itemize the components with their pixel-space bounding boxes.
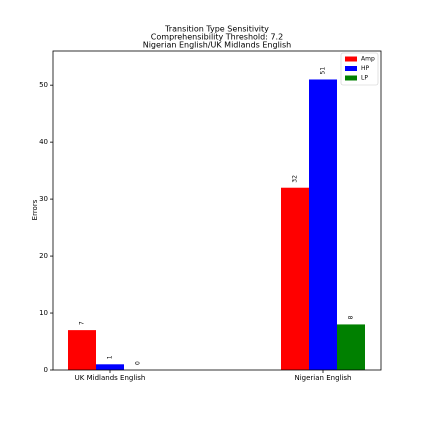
- legend-swatch: [345, 56, 357, 62]
- legend-label: Amp: [361, 56, 375, 63]
- y-axis-label: Errors: [31, 199, 39, 220]
- bar: [96, 364, 124, 370]
- value-label: 7: [79, 321, 86, 325]
- y-tick-label: 0: [44, 366, 48, 374]
- bar: [309, 79, 337, 370]
- bar: [281, 187, 309, 370]
- y-tick-label: 40: [39, 138, 48, 146]
- value-label: 8: [348, 315, 355, 319]
- value-label: 0: [135, 361, 142, 365]
- value-label: 51: [320, 67, 327, 75]
- chart-title: Transition Type Sensitivity: [164, 25, 269, 34]
- legend-label: HP: [361, 65, 370, 72]
- value-label: 32: [292, 175, 299, 183]
- legend-label: LP: [361, 75, 368, 82]
- y-tick-label: 50: [39, 81, 48, 89]
- x-tick-label: Nigerian English: [295, 374, 352, 382]
- chart-subtitle: Nigerian English/UK Midlands English: [143, 41, 292, 50]
- y-tick-label: 10: [39, 309, 48, 317]
- y-tick-label: 20: [39, 252, 48, 260]
- legend-swatch: [345, 75, 357, 81]
- bar: [68, 330, 96, 370]
- bar: [337, 324, 365, 370]
- plot-frame: [52, 50, 382, 371]
- y-tick-label: 30: [39, 195, 48, 203]
- legend-swatch: [345, 66, 357, 71]
- chart-subtitle: Comprehensibility Threshold: 7.2: [151, 33, 283, 42]
- x-tick-label: UK Midlands English: [75, 374, 146, 382]
- value-label: 1: [107, 355, 114, 359]
